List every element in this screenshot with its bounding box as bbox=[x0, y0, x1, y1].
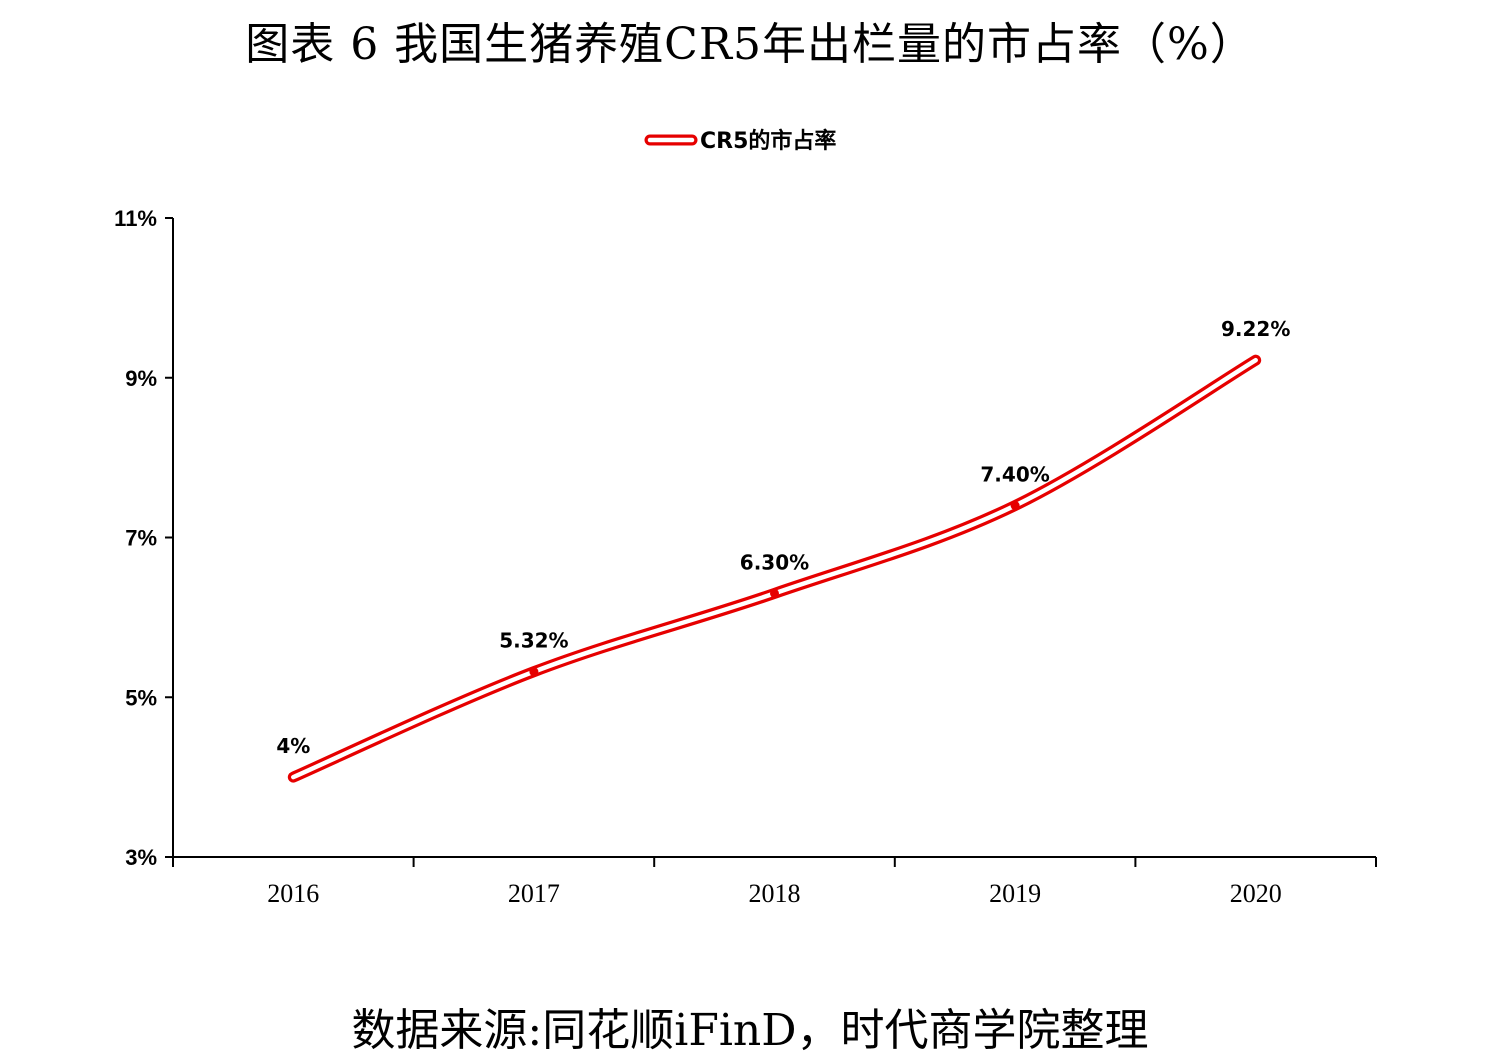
data-point bbox=[529, 667, 539, 677]
y-tick-label: 11% bbox=[114, 206, 157, 231]
y-tick-label: 9% bbox=[125, 366, 157, 391]
data-label: 9.22% bbox=[1221, 317, 1290, 341]
x-tick-label: 2019 bbox=[989, 879, 1041, 908]
data-label: 6.30% bbox=[740, 550, 809, 574]
data-label: 7.40% bbox=[980, 463, 1049, 487]
data-label: 5.32% bbox=[499, 629, 568, 653]
data-point bbox=[1010, 501, 1020, 511]
legend-label: CR5的市占率 bbox=[700, 128, 836, 154]
x-tick-label: 2016 bbox=[267, 879, 319, 908]
y-tick-label: 3% bbox=[125, 845, 157, 870]
x-tick-label: 2018 bbox=[749, 879, 801, 908]
y-tick-label: 5% bbox=[125, 685, 157, 710]
data-source-note: 数据来源:同花顺iFinD，时代商学院整理 bbox=[351, 1005, 1149, 1056]
data-labels: 4% 5.32% 6.30% 7.40% 9.22% bbox=[276, 317, 1290, 758]
chart-title: 图表 6 我国生猪养殖CR5年出栏量的市占率（%） bbox=[245, 19, 1255, 70]
y-tick-label: 7% bbox=[125, 526, 157, 551]
series-layer bbox=[287, 354, 1262, 783]
data-label: 4% bbox=[276, 734, 310, 758]
data-point bbox=[770, 588, 779, 598]
legend: CR5的市占率 bbox=[644, 128, 836, 154]
x-tick-label: 2017 bbox=[508, 879, 560, 908]
x-tick-label: 2020 bbox=[1230, 879, 1282, 908]
axes: 3% 5% 7% 9% 11% 2016 2017 2018 2019 2020 bbox=[114, 206, 1377, 908]
